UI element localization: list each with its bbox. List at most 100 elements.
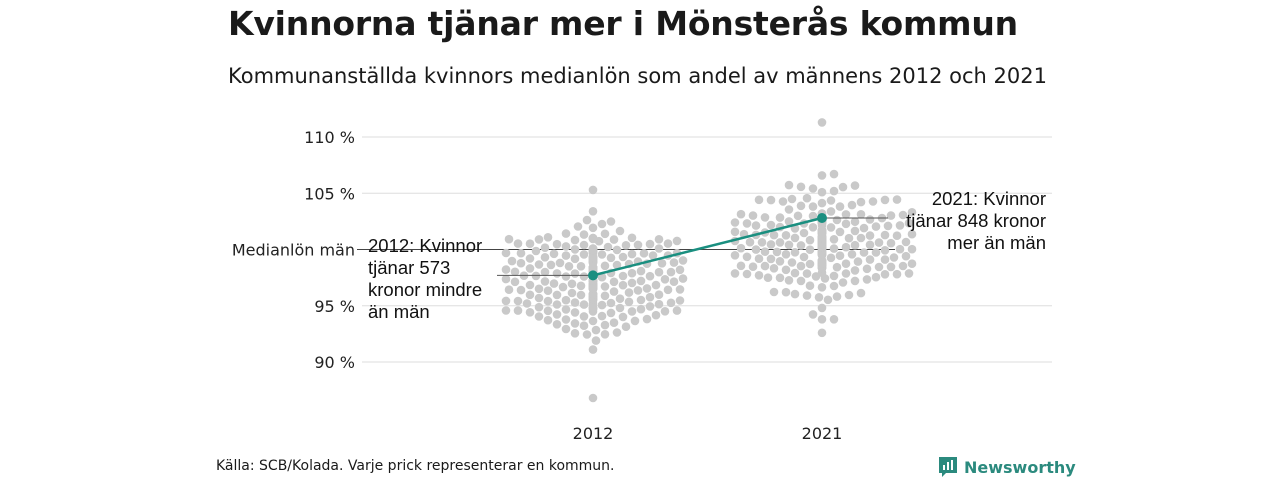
municipality-dot	[790, 233, 800, 243]
municipality-dot	[633, 286, 643, 295]
municipality-dot	[880, 255, 890, 264]
municipality-dot	[576, 290, 586, 300]
municipality-dot	[627, 233, 637, 243]
municipality-dot	[802, 269, 812, 278]
municipality-dot	[588, 223, 598, 233]
municipality-dot	[570, 245, 580, 254]
municipality-dot	[817, 328, 827, 338]
annotation-2012-line: tjänar 573	[368, 257, 450, 278]
municipality-dot	[672, 236, 682, 246]
municipality-dot	[525, 308, 535, 317]
municipality-dot	[805, 235, 815, 245]
municipality-dot	[865, 255, 875, 264]
municipality-dot	[600, 320, 610, 330]
municipality-dot	[784, 240, 794, 250]
municipality-dot	[805, 281, 815, 291]
x-axis-ticks: 2012 2021	[573, 424, 843, 443]
municipality-dot	[654, 267, 664, 277]
municipality-dot	[838, 182, 848, 192]
municipality-dot	[618, 271, 628, 281]
municipality-dot	[570, 298, 580, 307]
municipality-dot	[892, 195, 902, 204]
municipality-dot	[639, 249, 649, 258]
municipality-dot	[832, 292, 842, 301]
municipality-dot	[576, 281, 586, 291]
municipality-dot	[832, 262, 842, 272]
municipality-dot	[636, 295, 646, 305]
annotation-2021-line: 2021: Kvinnor	[932, 188, 1046, 209]
municipality-dot	[835, 251, 845, 260]
municipality-dot	[606, 298, 616, 308]
municipality-dot	[907, 229, 917, 239]
municipality-dot	[606, 217, 616, 226]
municipality-dot	[781, 265, 791, 275]
municipality-dot	[561, 229, 571, 238]
municipality-dot	[531, 271, 541, 281]
municipality-dot	[802, 193, 812, 203]
municipality-dot	[510, 267, 520, 277]
municipality-dot	[829, 186, 839, 196]
municipality-dot	[645, 292, 655, 302]
municipality-dot	[868, 197, 878, 206]
municipality-dot	[808, 310, 818, 319]
municipality-dot	[615, 294, 625, 304]
municipality-dot	[907, 244, 917, 254]
municipality-dot	[654, 299, 664, 309]
municipality-dot	[504, 285, 514, 295]
x-tick-label: 2012	[573, 424, 614, 443]
y-tick-label: 110 %	[304, 128, 355, 147]
municipality-dot	[570, 329, 580, 338]
municipality-dot	[850, 266, 860, 275]
municipality-dot	[826, 207, 836, 216]
municipality-dot	[859, 248, 869, 257]
municipality-dot	[904, 269, 914, 278]
brand-logo[interactable]: Newsworthy	[938, 456, 1076, 478]
municipality-dot	[576, 262, 586, 271]
municipality-dot	[531, 246, 541, 256]
municipality-dot	[862, 264, 872, 274]
municipality-dot	[552, 300, 562, 309]
municipality-dot	[841, 259, 851, 269]
municipality-dot	[850, 276, 860, 286]
municipality-dot	[570, 319, 580, 328]
municipality-dot	[796, 276, 806, 286]
municipality-dot	[588, 345, 598, 354]
municipality-dot	[901, 237, 911, 247]
chart-subtitle: Kommunanställda kvinnors medianlön som a…	[228, 64, 1047, 88]
annotation-2012-line: 2012: Kvinnor	[368, 235, 482, 256]
municipality-dot	[790, 248, 800, 257]
municipality-dot	[672, 306, 682, 315]
municipality-dot	[817, 187, 827, 197]
municipality-dot	[666, 267, 676, 277]
municipality-dot	[790, 289, 800, 299]
municipality-dot	[534, 284, 544, 294]
y-tick-label: Medianlön män	[232, 241, 355, 260]
municipality-dot	[606, 253, 616, 263]
municipality-dot	[871, 222, 881, 231]
municipality-dot	[892, 269, 902, 279]
municipality-dot	[570, 254, 580, 264]
municipality-dot	[784, 180, 794, 190]
municipality-dot	[850, 217, 860, 226]
municipality-dot	[901, 251, 911, 261]
municipality-dot	[832, 215, 842, 225]
municipality-dot	[645, 239, 655, 249]
municipality-dot	[754, 254, 764, 263]
municipality-dot	[817, 315, 827, 324]
annotation-2021-line: mer än män	[947, 232, 1046, 253]
municipality-dot	[597, 272, 607, 282]
municipality-dot	[591, 336, 601, 345]
municipality-dot	[754, 195, 764, 205]
municipality-dot	[829, 235, 839, 244]
municipality-dot	[627, 268, 637, 278]
municipality-dot	[829, 271, 839, 281]
municipality-dot	[886, 238, 896, 248]
municipality-dot	[564, 262, 574, 271]
municipality-dot	[862, 275, 872, 284]
municipality-dot	[636, 276, 646, 286]
municipality-dot	[865, 231, 875, 240]
municipality-dot	[796, 201, 806, 211]
municipality-dot	[775, 273, 785, 283]
municipality-dot	[627, 307, 637, 316]
municipality-dot	[516, 248, 526, 258]
